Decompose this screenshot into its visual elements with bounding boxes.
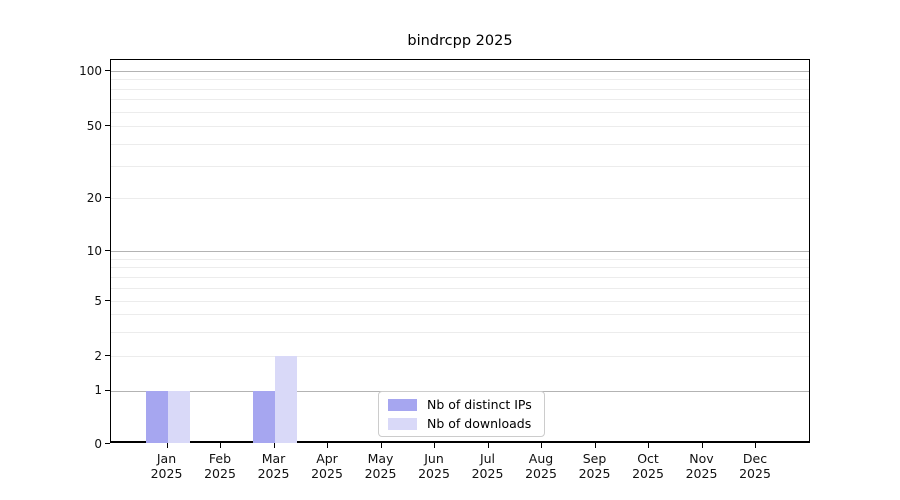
x-tick-label-sep: Sep 2025 bbox=[578, 451, 611, 481]
gridline-minor-50 bbox=[111, 126, 809, 127]
y-tick-label-1: 1 bbox=[94, 383, 102, 397]
gridline-minor-7 bbox=[111, 276, 809, 278]
x-tick-mark-jun bbox=[434, 443, 435, 448]
gridline-minor-70 bbox=[111, 99, 809, 101]
bar-jan-distinct-ips bbox=[145, 390, 168, 443]
legend-label-distinct-ips: Nb of distinct IPs bbox=[427, 397, 532, 412]
y-tick-mark-20 bbox=[105, 197, 110, 198]
x-tick-label-jul: Jul 2025 bbox=[471, 451, 504, 481]
legend-label-downloads: Nb of downloads bbox=[427, 416, 532, 431]
x-tick-mark-jan bbox=[166, 443, 168, 448]
x-tick-label-dec: Dec 2025 bbox=[739, 451, 771, 481]
bar-mar-distinct-ips bbox=[252, 390, 275, 443]
x-tick-mark-dec bbox=[755, 443, 756, 448]
x-tick-mark-sep bbox=[594, 443, 596, 448]
legend-swatch-downloads bbox=[388, 417, 417, 430]
gridline-minor-20 bbox=[111, 198, 809, 199]
x-tick-label-apr: Apr 2025 bbox=[311, 451, 343, 481]
x-tick-label-jan: Jan 2025 bbox=[150, 451, 183, 481]
x-tick-mark-aug bbox=[541, 443, 542, 448]
gridline-minor-2 bbox=[111, 356, 809, 357]
x-tick-mark-mar bbox=[273, 443, 275, 448]
y-tick-label-10: 10 bbox=[86, 243, 102, 258]
x-tick-label-mar: Mar 2025 bbox=[257, 451, 290, 481]
x-tick-mark-apr bbox=[327, 443, 328, 448]
chart-title: bindrcpp 2025 bbox=[407, 33, 513, 49]
gridline-minor-5 bbox=[111, 301, 809, 302]
x-tick-label-jun: Jun 2025 bbox=[418, 451, 450, 481]
x-tick-label-feb: Feb 2025 bbox=[204, 451, 236, 481]
y-tick-mark-1 bbox=[105, 389, 110, 391]
gridline-minor-60 bbox=[111, 111, 809, 113]
x-tick-mark-oct bbox=[648, 443, 649, 448]
plot-area bbox=[110, 59, 810, 443]
x-tick-label-may: May 2025 bbox=[364, 451, 397, 481]
x-tick-mark-jul bbox=[487, 443, 489, 448]
y-tick-label-100: 100 bbox=[79, 63, 102, 78]
x-tick-label-oct: Oct 2025 bbox=[632, 451, 664, 481]
y-tick-mark-2 bbox=[105, 355, 110, 356]
y-tick-label-5: 5 bbox=[94, 293, 102, 308]
x-tick-mark-feb bbox=[220, 443, 221, 448]
y-tick-mark-5 bbox=[105, 300, 110, 301]
y-tick-mark-0 bbox=[105, 443, 110, 444]
gridline-major-10 bbox=[111, 251, 809, 252]
gridline-minor-30 bbox=[111, 166, 809, 168]
gridline-minor-3 bbox=[111, 331, 809, 333]
legend-swatch-distinct-ips bbox=[388, 398, 417, 411]
legend-entry-downloads: Nb of downloads bbox=[388, 416, 544, 431]
gridline-minor-90 bbox=[111, 79, 809, 81]
x-tick-mark-nov bbox=[701, 443, 703, 448]
y-tick-label-0: 0 bbox=[94, 436, 102, 451]
y-tick-mark-100 bbox=[105, 70, 110, 71]
gridline-minor-9 bbox=[111, 258, 809, 260]
x-tick-label-nov: Nov 2025 bbox=[685, 451, 718, 481]
gridline-minor-80 bbox=[111, 88, 809, 90]
legend: Nb of distinct IPs Nb of downloads bbox=[378, 391, 545, 437]
legend-entry-distinct-ips: Nb of distinct IPs bbox=[388, 397, 544, 412]
x-tick-mark-may bbox=[380, 443, 382, 448]
gridline-minor-8 bbox=[111, 267, 809, 269]
x-tick-label-aug: Aug 2025 bbox=[525, 451, 557, 481]
gridline-major-100 bbox=[111, 71, 809, 72]
y-tick-label-2: 2 bbox=[94, 348, 102, 363]
y-tick-label-50: 50 bbox=[86, 118, 102, 133]
gridline-minor-4 bbox=[111, 314, 809, 316]
gridline-minor-40 bbox=[111, 143, 809, 145]
y-tick-label-20: 20 bbox=[86, 190, 102, 205]
bar-jan-downloads bbox=[167, 390, 190, 443]
gridline-minor-6 bbox=[111, 287, 809, 289]
y-tick-mark-50 bbox=[105, 125, 110, 126]
y-tick-mark-10 bbox=[105, 250, 110, 251]
bar-mar-downloads bbox=[274, 356, 297, 443]
